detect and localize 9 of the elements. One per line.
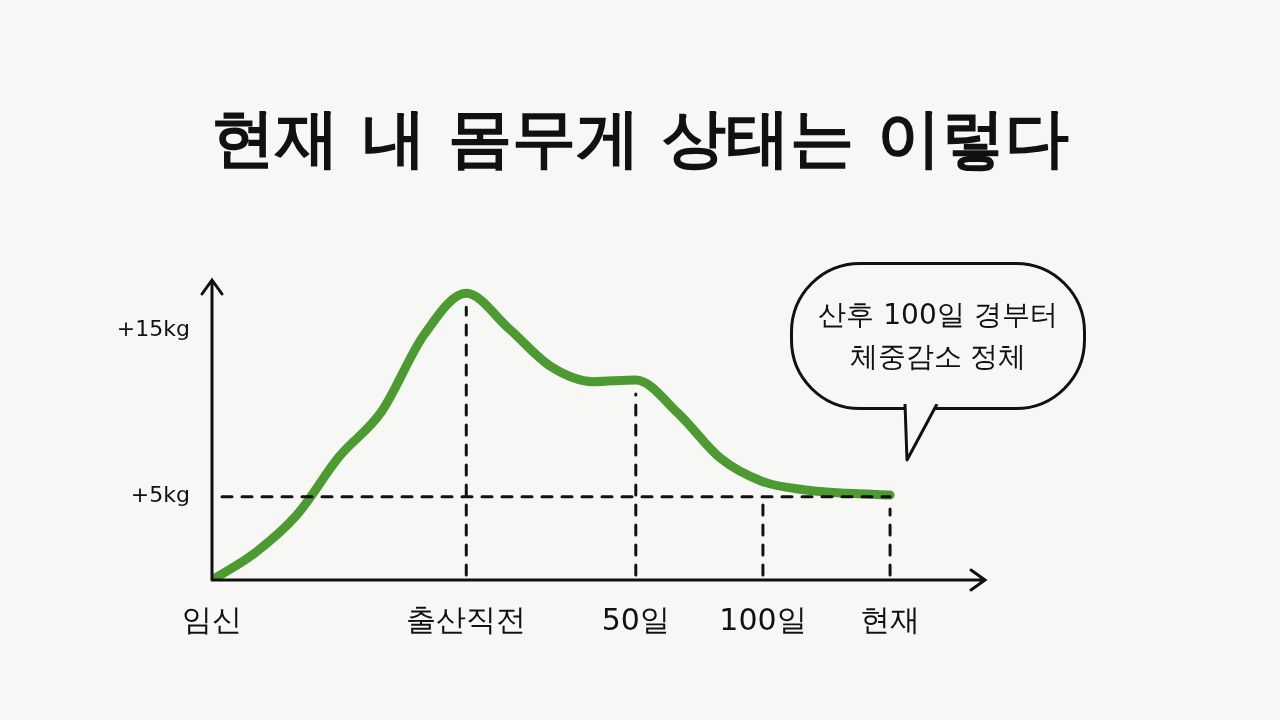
x-tick-label: 임신: [182, 601, 242, 637]
x-tick-label: 출산직전: [406, 601, 527, 637]
x-tick-label: 50일: [601, 601, 670, 637]
x-tick-label: 100일: [719, 601, 807, 637]
y-tick-label: +5kg: [130, 482, 190, 508]
chart-title: 현재 내 몸무게 상태는 이렇다: [210, 100, 1070, 177]
annotation: 산후 100일 경부터 체중감소 정체: [818, 297, 1058, 375]
x-tick-label: 현재: [860, 601, 921, 637]
y-tick-label: +15kg: [116, 315, 190, 341]
